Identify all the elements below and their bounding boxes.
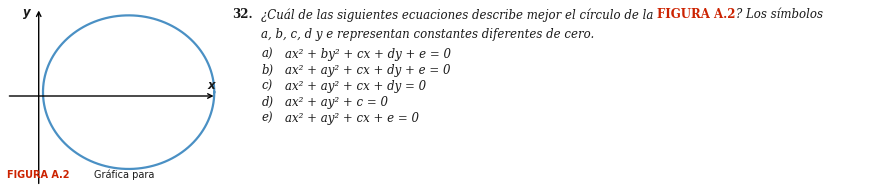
Text: a): a) <box>261 48 273 61</box>
Text: a, b, c, d y e representan constantes diferentes de cero.: a, b, c, d y e representan constantes di… <box>261 28 595 41</box>
Text: ax² + ay² + cx + dy = 0: ax² + ay² + cx + dy = 0 <box>285 80 426 93</box>
Text: ax² + by² + cx + dy + e = 0: ax² + by² + cx + dy + e = 0 <box>285 48 451 61</box>
Text: e): e) <box>261 112 273 125</box>
Text: b): b) <box>261 64 274 77</box>
Text: FIGURA A.2: FIGURA A.2 <box>6 170 69 180</box>
Text: ¿Cuál de las siguientes ecuaciones describe mejor el círculo de la: ¿Cuál de las siguientes ecuaciones descr… <box>261 8 657 22</box>
Text: c): c) <box>261 80 273 93</box>
Text: 32.: 32. <box>232 8 252 21</box>
Text: Gráfica para: Gráfica para <box>95 170 154 180</box>
Text: FIGURA A.2: FIGURA A.2 <box>657 8 736 21</box>
Text: y: y <box>23 6 30 19</box>
Text: ax² + ay² + c = 0: ax² + ay² + c = 0 <box>285 96 388 109</box>
Text: ax² + ay² + cx + dy + e = 0: ax² + ay² + cx + dy + e = 0 <box>285 64 451 77</box>
Text: x: x <box>207 79 215 92</box>
Text: ax² + ay² + cx + e = 0: ax² + ay² + cx + e = 0 <box>285 112 419 125</box>
Text: ? Los símbolos: ? Los símbolos <box>736 8 823 21</box>
Text: d): d) <box>261 96 274 109</box>
